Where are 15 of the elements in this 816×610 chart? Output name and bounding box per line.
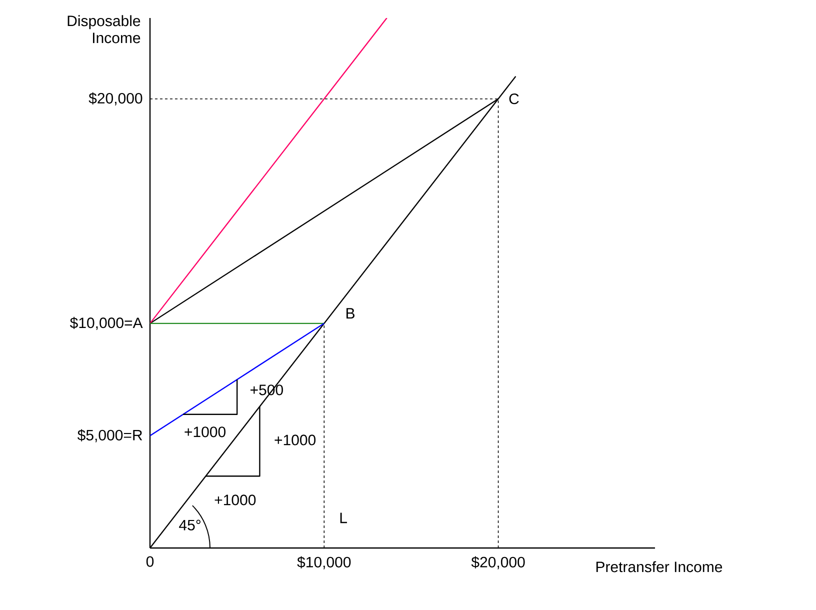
x-tick-label: 0 (146, 556, 154, 567)
annotation: +1000 (274, 434, 316, 446)
x-axis-title: Pretransfer Income (596, 561, 722, 572)
annotation: B (346, 308, 354, 318)
annotation: L (340, 512, 347, 524)
annotation: 45° (179, 520, 200, 530)
annotation: C (509, 94, 519, 104)
x-tick-label: $10,000 (297, 556, 351, 570)
annotation: +1000 (184, 426, 226, 438)
x-tick-label: $20,000 (471, 556, 525, 570)
y-tick-label: $10,000=A (70, 316, 143, 330)
y-tick-label: $5,000=R (77, 429, 142, 442)
annotation: +1000 (214, 494, 256, 506)
y-axis-title: Disposable Income (68, 15, 140, 44)
y-tick-label: $20,000 (88, 92, 142, 106)
